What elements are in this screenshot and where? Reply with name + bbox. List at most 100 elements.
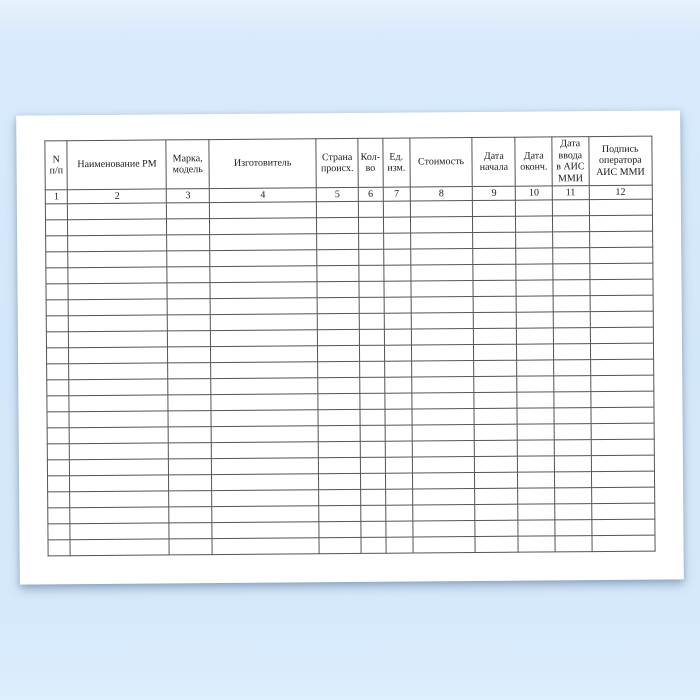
- empty-cell: [517, 423, 555, 441]
- empty-cell: [169, 522, 212, 539]
- empty-cell: [211, 537, 320, 555]
- empty-cell: [590, 375, 654, 392]
- empty-cell: [168, 410, 211, 427]
- empty-cell: [553, 359, 591, 376]
- empty-cell: [590, 471, 655, 488]
- empty-cell: [517, 375, 554, 393]
- column-header-izgotovitel: Изготовитель: [208, 138, 317, 189]
- empty-cell: [209, 297, 318, 315]
- empty-cell: [410, 312, 474, 330]
- empty-cell: [383, 265, 411, 282]
- empty-cell: [590, 423, 655, 440]
- empty-cell: [318, 377, 360, 394]
- empty-cell: [358, 249, 384, 266]
- empty-cell: [589, 295, 654, 312]
- column-number: 10: [515, 185, 553, 201]
- empty-cell: [209, 233, 318, 251]
- document-sheet: N п/п Наименование РМ Марка, модель Изго…: [16, 110, 684, 585]
- empty-cell: [47, 443, 70, 460]
- empty-cell: [516, 295, 554, 313]
- empty-cell: [385, 441, 413, 458]
- empty-cell: [169, 538, 212, 555]
- empty-cell: [67, 218, 168, 236]
- column-number: 8: [410, 186, 473, 202]
- empty-cell: [70, 490, 170, 508]
- header-row: N п/п Наименование РМ Марка, модель Изго…: [44, 136, 653, 190]
- empty-cell: [209, 201, 317, 219]
- empty-cell: [553, 375, 591, 392]
- empty-cell: [412, 472, 475, 490]
- empty-cell: [69, 378, 169, 396]
- column-number: 4: [209, 187, 317, 203]
- empty-cell: [553, 343, 591, 360]
- empty-cell: [474, 424, 518, 441]
- empty-cell: [554, 407, 591, 424]
- empty-cell: [474, 376, 518, 393]
- empty-cell: [47, 491, 71, 508]
- empty-cell: [516, 263, 554, 281]
- empty-cell: [318, 425, 361, 442]
- empty-cell: [475, 520, 519, 537]
- empty-cell: [359, 345, 385, 362]
- empty-cell: [211, 441, 319, 459]
- empty-cell: [472, 200, 516, 217]
- empty-cell: [553, 295, 590, 312]
- empty-cell: [169, 490, 212, 507]
- empty-cell: [518, 535, 556, 553]
- empty-cell: [589, 231, 653, 248]
- empty-cell: [384, 425, 413, 442]
- empty-cell: [210, 409, 319, 427]
- empty-cell: [209, 281, 318, 299]
- empty-cell: [517, 471, 555, 489]
- empty-cell: [517, 391, 555, 409]
- empty-cell: [517, 439, 555, 457]
- empty-cell: [168, 458, 212, 475]
- empty-cell: [553, 279, 590, 296]
- empty-cell: [518, 519, 556, 537]
- empty-cell: [319, 521, 361, 538]
- column-header-npp: N п/п: [44, 140, 68, 190]
- empty-cell: [473, 360, 518, 377]
- empty-cell: [47, 475, 71, 492]
- empty-cell: [515, 231, 553, 249]
- column-header-stoimost: Стоимость: [409, 137, 473, 188]
- empty-cell: [209, 249, 318, 267]
- empty-cell: [168, 362, 211, 379]
- empty-cell: [167, 346, 211, 363]
- empty-cell: [554, 439, 591, 456]
- empty-cell: [358, 233, 384, 250]
- empty-cell: [384, 409, 412, 426]
- column-header-marka: Марка, модель: [166, 139, 210, 189]
- empty-cell: [411, 376, 475, 394]
- empty-cell: [412, 440, 475, 458]
- empty-cell: [552, 215, 590, 232]
- empty-cell: [591, 503, 655, 520]
- empty-cell: [168, 426, 212, 443]
- empty-cell: [46, 395, 70, 412]
- empty-cell: [68, 250, 168, 268]
- empty-cell: [359, 329, 385, 346]
- column-number: 1: [45, 189, 68, 204]
- empty-cell: [46, 411, 70, 428]
- column-header-data-okonch: Дата оконч.: [515, 136, 553, 187]
- empty-cell: [210, 393, 319, 411]
- empty-cell: [384, 361, 412, 378]
- empty-cell: [317, 265, 359, 282]
- empty-cell: [589, 327, 654, 344]
- empty-cell: [360, 505, 386, 522]
- column-number: 5: [316, 187, 359, 202]
- empty-cell: [517, 487, 555, 505]
- empty-cell: [166, 202, 210, 219]
- empty-cell: [360, 457, 386, 474]
- empty-cell: [359, 377, 385, 394]
- empty-cell: [169, 506, 212, 523]
- empty-cell: [412, 520, 476, 538]
- empty-cell: [553, 327, 590, 344]
- empty-cell: [358, 281, 384, 298]
- empty-row: [48, 535, 656, 556]
- empty-cell: [554, 487, 592, 504]
- empty-cell: [360, 441, 386, 458]
- empty-cell: [167, 250, 210, 267]
- empty-cell: [167, 234, 210, 251]
- empty-cell: [517, 407, 555, 425]
